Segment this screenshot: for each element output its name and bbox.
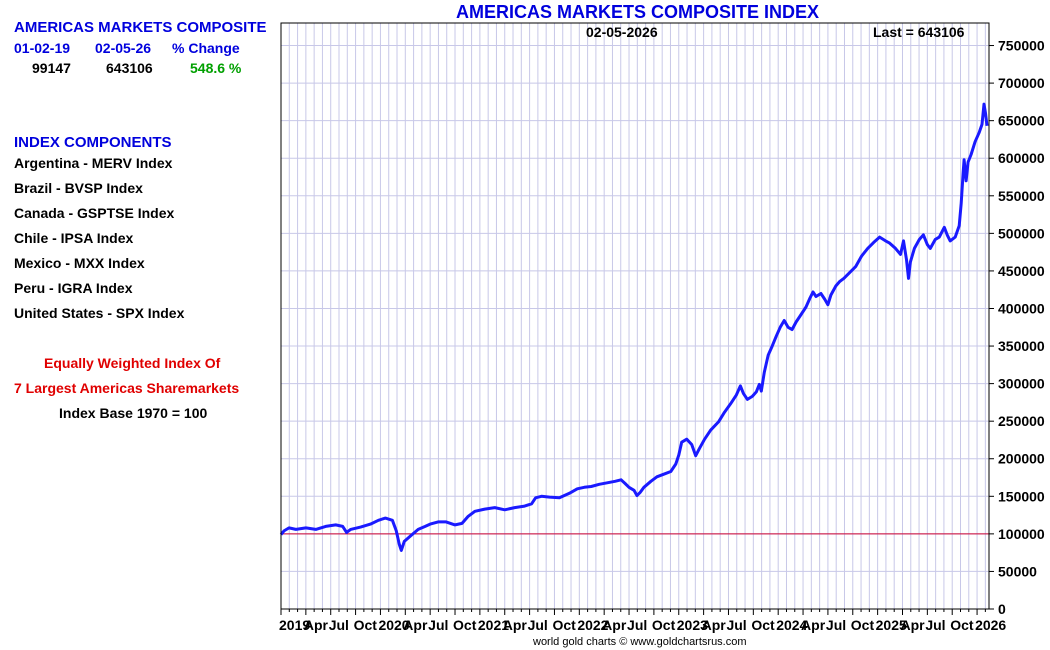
x-tick-label: Jul bbox=[528, 617, 548, 633]
grid bbox=[280, 23, 989, 610]
x-tick-label: Apr bbox=[702, 617, 727, 633]
x-tick-label: 2024 bbox=[776, 617, 807, 633]
y-tick-label: 100000 bbox=[998, 526, 1045, 542]
chart-footer: world gold charts © www.goldchartsrus.co… bbox=[533, 636, 747, 648]
x-tick-label: Jul bbox=[826, 617, 846, 633]
x-tick-label: Oct bbox=[950, 617, 974, 633]
x-tick-label: Oct bbox=[354, 617, 378, 633]
component-item: United States - SPX Index bbox=[14, 305, 185, 321]
y-tick-label: 600000 bbox=[998, 150, 1045, 166]
y-tick-label: 700000 bbox=[998, 75, 1045, 91]
composite-name: AMERICAS MARKETS COMPOSITE bbox=[14, 19, 267, 36]
y-tick-label: 500000 bbox=[998, 225, 1045, 241]
note-line-3: Index Base 1970 = 100 bbox=[59, 405, 208, 421]
y-tick-label: 300000 bbox=[998, 376, 1045, 392]
series-line-americas-composite bbox=[279, 102, 989, 552]
component-item: Argentina - MERV Index bbox=[14, 155, 173, 171]
y-tick-label: 350000 bbox=[998, 338, 1045, 354]
component-item: Brazil - BVSP Index bbox=[14, 180, 143, 196]
x-tick-label: Jul bbox=[726, 617, 746, 633]
x-tick-label: Apr bbox=[503, 617, 528, 633]
plot-frame bbox=[280, 22, 990, 610]
x-tick-label: 2023 bbox=[677, 617, 708, 633]
component-item: Canada - GSPTSE Index bbox=[14, 205, 175, 221]
change-value: 548.6 % bbox=[190, 60, 242, 76]
y-tick-label: 650000 bbox=[998, 113, 1045, 129]
x-tick-label: 2019 bbox=[279, 617, 310, 633]
chart-date-label: 02-05-2026 bbox=[586, 24, 658, 40]
start-value: 99147 bbox=[32, 60, 71, 76]
components-heading: INDEX COMPONENTS bbox=[14, 134, 172, 151]
start-date-label: 01-02-19 bbox=[14, 40, 71, 56]
x-tick-label: Apr bbox=[900, 617, 925, 633]
x-tick-label: 2025 bbox=[876, 617, 907, 633]
y-tick-label: 450000 bbox=[998, 263, 1045, 279]
note-line-1: Equally Weighted Index Of bbox=[44, 355, 221, 371]
x-tick-label: Jul bbox=[627, 617, 647, 633]
x-tick-label: 2021 bbox=[478, 617, 509, 633]
end-value: 643106 bbox=[106, 60, 153, 76]
change-label: % Change bbox=[172, 40, 240, 56]
y-tick-label: 50000 bbox=[998, 563, 1037, 579]
x-tick-label: 2020 bbox=[378, 617, 409, 633]
component-item: Peru - IGRA Index bbox=[14, 280, 133, 296]
note-line-2: 7 Largest Americas Sharemarkets bbox=[14, 380, 240, 396]
x-tick-label: Oct bbox=[751, 617, 775, 633]
y-tick-label: 400000 bbox=[998, 300, 1045, 316]
x-tick-label: Apr bbox=[304, 617, 329, 633]
x-tick-label: Jul bbox=[428, 617, 448, 633]
chart-title: AMERICAS MARKETS COMPOSITE INDEX bbox=[456, 2, 820, 22]
x-tick-label: Apr bbox=[403, 617, 428, 633]
x-tick-label: Oct bbox=[552, 617, 576, 633]
y-tick-label: 200000 bbox=[998, 451, 1045, 467]
x-tick-label: Apr bbox=[801, 617, 826, 633]
end-date-label: 02-05-26 bbox=[95, 40, 152, 56]
y-tick-label: 0 bbox=[998, 601, 1006, 617]
x-tick-label: Jul bbox=[329, 617, 349, 633]
chart-last-label: Last = 643106 bbox=[873, 24, 965, 40]
x-tick-label: Jul bbox=[925, 617, 945, 633]
component-item: Chile - IPSA Index bbox=[14, 230, 134, 246]
y-tick-label: 150000 bbox=[998, 488, 1045, 504]
x-tick-label: Oct bbox=[652, 617, 676, 633]
x-tick-label: 2026 bbox=[975, 617, 1006, 633]
x-tick-label: Oct bbox=[851, 617, 875, 633]
x-tick-label: Apr bbox=[602, 617, 627, 633]
x-tick-label: Oct bbox=[453, 617, 477, 633]
y-tick-label: 550000 bbox=[998, 188, 1045, 204]
x-tick-label: 2022 bbox=[577, 617, 608, 633]
y-tick-label: 250000 bbox=[998, 413, 1045, 429]
component-item: Mexico - MXX Index bbox=[14, 255, 145, 271]
y-tick-label: 750000 bbox=[998, 38, 1045, 54]
y-axis: 0 50000 100000 150000 200000 250000 300000 3500… bbox=[989, 38, 1045, 617]
